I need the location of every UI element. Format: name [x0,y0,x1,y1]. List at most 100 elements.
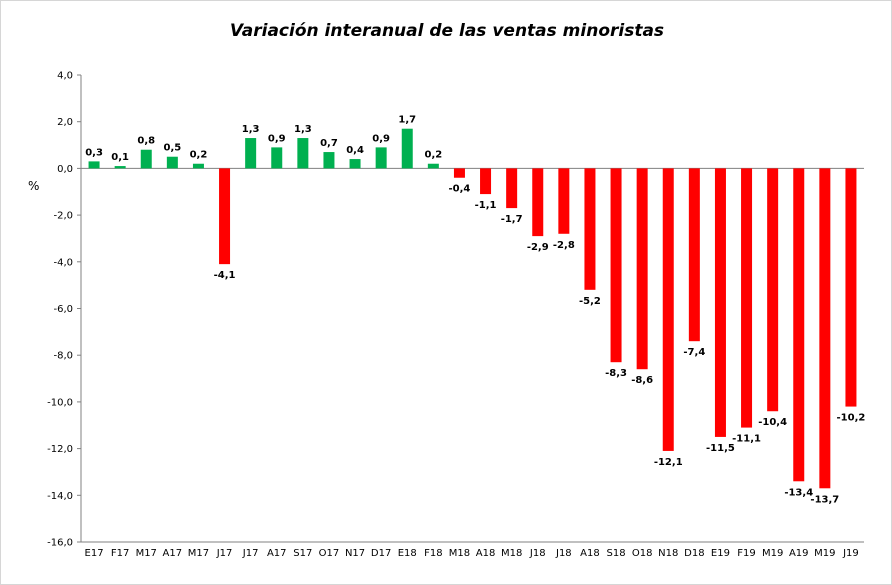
x-tick-label: M18 [449,548,470,559]
x-tick-label: E18 [398,548,417,559]
x-tick-label: M17 [188,548,209,559]
bar [584,168,596,290]
data-label: -2,9 [527,242,549,253]
x-tick-label: J17 [216,548,233,559]
y-tick-label: 0,0 [57,164,73,175]
bar [741,168,753,428]
bars [88,128,857,489]
data-label: 0,9 [268,133,286,144]
x-tick-label: F18 [424,548,442,559]
bar [166,156,178,169]
bar [349,159,361,169]
bar [845,168,857,407]
data-label: 1,3 [294,124,312,135]
data-labels: 0,3 0,1 0,8 0,5 0,2 -4,1 1,3 0,9 1,3 0,7 0,4 0,9 1,7… [85,115,865,506]
x-tick-labels: E17 F17 M17 A17 M17 J17 J17 A17 S17 O17 N17 D17 E18 F… [85,548,859,559]
x-tick-label: N17 [345,548,365,559]
x-tick-label: D18 [684,548,704,559]
data-label: 0,7 [320,138,338,149]
x-tick-label: M19 [762,548,783,559]
x-tick-label: A17 [267,548,287,559]
x-tick-label: J17 [242,548,259,559]
bar [401,128,413,169]
data-label: 1,3 [242,124,260,135]
bar [767,168,779,412]
data-label: -2,8 [553,240,575,251]
bar [610,168,622,363]
y-tick-label: -2,0 [53,211,73,222]
x-tick-label: O17 [319,548,340,559]
y-tick-label: 2,0 [57,117,73,128]
bar [323,152,335,169]
y-tick-label: -4,0 [53,257,73,268]
data-label: 0,2 [424,150,442,161]
bar [375,147,387,169]
x-tick-label: M17 [136,548,157,559]
y-tick-label: -8,0 [53,351,73,362]
data-label: -10,2 [837,413,866,424]
data-label: -1,7 [501,214,523,225]
bar [662,168,674,451]
data-label: 0,3 [85,147,103,158]
data-label: -10,4 [758,417,787,428]
bar [219,168,231,265]
data-label: -13,4 [784,487,813,498]
bar [88,161,100,169]
data-label: -11,1 [732,434,761,445]
bar [271,147,283,169]
x-tick-label: A18 [580,548,600,559]
bar [297,138,309,169]
bar [819,168,831,489]
bar [427,163,439,169]
y-tick-label: -6,0 [53,304,73,315]
x-tick-label: E19 [711,548,730,559]
data-label: -12,1 [654,457,683,468]
x-tick-label: N18 [658,548,678,559]
axes: 4,0 2,0 0,0 -2,0 -4,0 -6,0 -8,0 -10,0 -12,0 -14,0… [47,71,864,549]
x-tick-label: A19 [789,548,809,559]
x-tick-label: D17 [371,548,391,559]
bar [558,168,570,234]
y-tick-label: -10,0 [47,397,73,408]
data-label: -7,4 [683,347,705,358]
bar [714,168,726,437]
chart-title: Variación interanual de las ventas minor… [229,21,665,41]
data-label: -8,3 [605,368,627,379]
bar [506,168,518,209]
data-label: -5,2 [579,296,601,307]
x-tick-label: M19 [814,548,835,559]
x-tick-label: A17 [163,548,183,559]
y-tick-label: -12,0 [47,444,73,455]
bar [140,149,152,169]
x-tick-label: S17 [293,548,312,559]
x-tick-label: J18 [529,548,546,559]
bar [453,168,465,178]
bar [480,168,492,195]
y-tick-label: 4,0 [57,71,73,82]
y-tick-label: -14,0 [47,491,73,502]
bar [114,166,126,169]
bar [636,168,648,370]
y-axis-unit-label: % [28,179,39,193]
data-label: 0,8 [137,136,155,147]
data-label: -1,1 [475,200,497,211]
data-label: 0,1 [111,152,129,163]
data-label: -8,6 [631,375,653,386]
data-label: 1,7 [398,115,416,126]
x-tick-label: M18 [501,548,522,559]
data-label: 0,5 [163,143,181,154]
x-tick-label: J19 [842,548,859,559]
bar [192,163,204,169]
data-label: 0,4 [346,145,364,156]
x-tick-label: S18 [607,548,626,559]
data-label: -11,5 [706,443,735,454]
data-label: -4,1 [214,270,236,281]
x-tick-label: J18 [555,548,572,559]
x-tick-label: F17 [111,548,129,559]
y-tick-label: -16,0 [47,538,73,549]
data-label: -13,7 [810,494,839,505]
x-tick-label: E17 [85,548,104,559]
x-tick-label: A18 [476,548,496,559]
data-label: 0,2 [190,150,208,161]
